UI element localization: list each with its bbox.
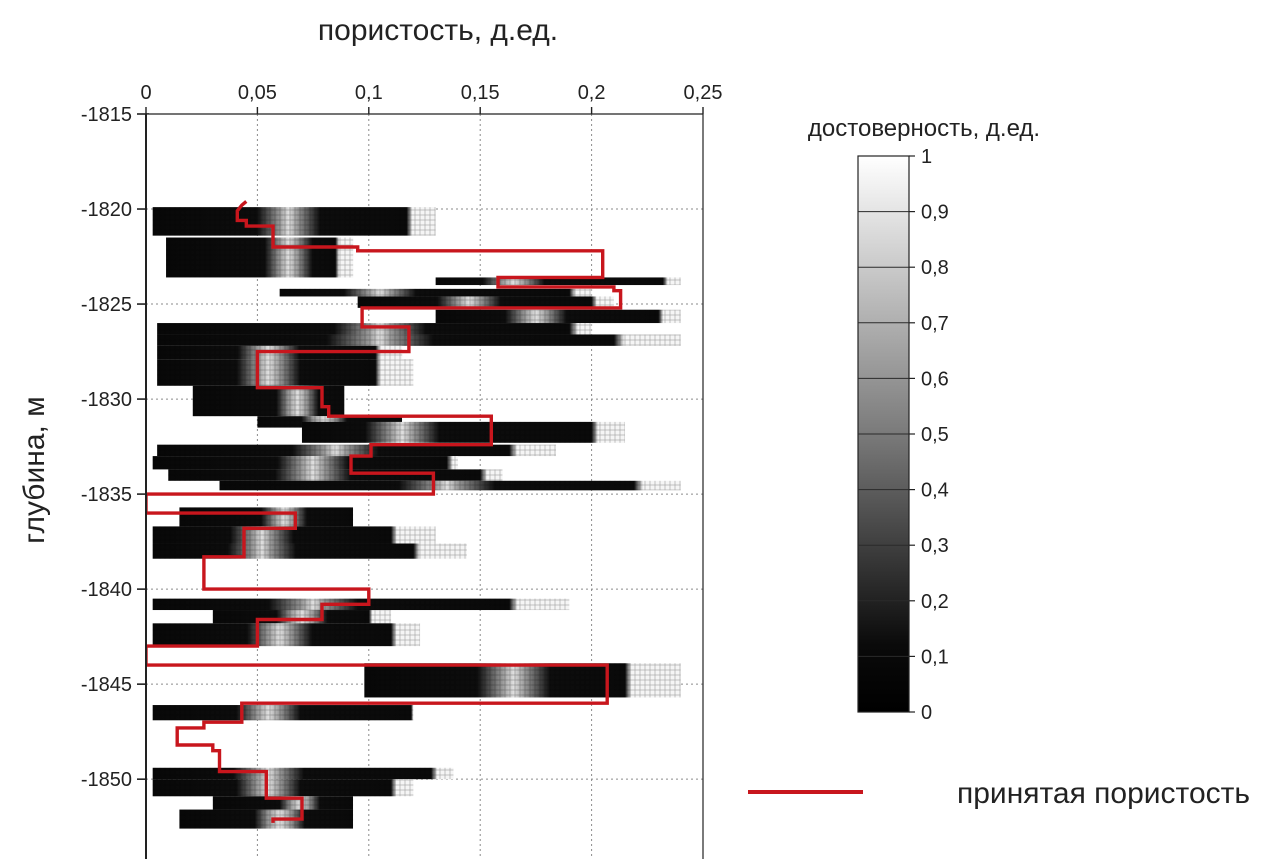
reliability-band-grid [219,480,681,491]
y-tick-label: -1820 [81,199,132,221]
colorbar-tick-label: 0,1 [921,646,949,668]
reliability-band-grid [152,623,421,647]
y-tick-label: -1815 [81,104,132,126]
reliability-band-grid [435,277,681,286]
reliability-band-grid [152,543,467,559]
reliability-band-grid [157,323,592,335]
legend-label: принятая пористость [957,777,1250,810]
x-tick-label: 0,15 [461,82,500,104]
x-tick-label: 0,2 [578,82,606,104]
colorbar-tick-label: 0,4 [921,480,949,502]
accepted-porosity-line [146,200,623,823]
colorbar-tick-label: 0,9 [921,202,949,224]
x-axis-ticks: 0 0,05 0,1 0,15 0,2 0,25 [140,82,722,114]
reliability-band-grid [157,359,414,386]
reliability-band-grid [152,705,414,721]
y-tick-label: -1850 [81,769,132,791]
colorbar-tick-label: 0,8 [921,257,949,279]
reliability-band-grid [357,296,614,308]
reliability-band-grid [257,416,403,428]
reliability-band-grid [152,526,436,544]
reliability-band-grid [435,309,681,324]
y-tick-label: -1835 [81,484,132,506]
reliability-band-grid [152,207,436,236]
reliability-band-grid [212,796,354,810]
y-axis-title: глубина, м [18,396,51,544]
colorbar-tick-label: 0,6 [921,368,949,390]
reliability-band-grid [192,385,345,417]
reliability-band-grid [168,469,503,481]
x-tick-label: 0,25 [684,82,723,104]
colorbar-tick-label: 0,7 [921,313,949,335]
colorbar-title: достоверность, д.ед. [808,115,1040,142]
reliability-band-grid [301,421,626,443]
y-tick-label: -1830 [81,389,132,411]
reliability-band-grid [166,237,354,278]
reliability-band-grid [279,288,592,297]
reliability-band-grid [152,779,414,797]
grid-lines [146,114,703,859]
y-tick-label: -1825 [81,294,132,316]
colorbar-step-lines [858,211,909,657]
y-tick-label: -1845 [81,674,132,696]
y-axis-ticks: -1815 -1820 -1825 -1830 -1835 -1840 -1845 -1850… [81,104,149,791]
colorbar-tick-label: 0,5 [921,424,949,446]
reliability-band-grid [157,334,681,346]
colorbar-ticks: 0 0,1 0,2 0,3 0,4 0,5 0,6 0,7 0,8 0,9 1 [909,146,949,724]
reliability-band-grid [364,663,681,698]
colorbar-tick-label: 0 [921,702,932,724]
reliability-band-grid [152,456,458,470]
x-axis-title: пористость, д.ед. [318,14,558,47]
x-tick-label: 0 [140,82,151,104]
reliability-band-grid [179,507,354,527]
reliability-band-grid [212,610,392,624]
colorbar-tick-label: 1 [921,146,932,168]
y-tick-label: -1840 [81,579,132,601]
colorbar-tick-label: 0,2 [921,591,949,613]
reliability-band-grid [179,809,354,829]
x-tick-label: 0,05 [238,82,277,104]
reliability-band-grid [157,444,556,457]
reliability-band-grid [152,767,454,780]
x-tick-label: 0,1 [355,82,383,104]
colorbar-tick-label: 0,3 [921,535,949,557]
